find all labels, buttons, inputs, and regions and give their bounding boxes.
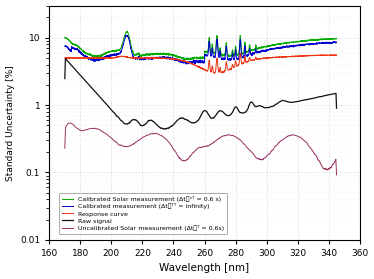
Calibrated Solar measurement (Δtᴯᵉᵀ = 0.6 s) — [195, 57, 199, 61]
X-axis label: Wavelength [nm]: Wavelength [nm] — [159, 263, 249, 273]
Calibrated measurement (Δtᴯᵀᵀ = infinity) — [277, 46, 281, 49]
Raw signal — [188, 120, 192, 123]
Response curve — [76, 56, 81, 60]
Uncalibrated Solar measurement (Δtᴯᵀ = 0.6s) — [68, 121, 72, 125]
Calibrated Solar measurement (Δtᴯᵉᵀ = 0.6 s) — [327, 37, 331, 41]
Raw signal — [63, 57, 68, 60]
Response curve — [187, 61, 192, 65]
Calibrated Solar measurement (Δtᴯᵉᵀ = 0.6 s) — [334, 37, 339, 40]
Uncalibrated Solar measurement (Δtᴯᵀ = 0.6s) — [195, 147, 199, 151]
Calibrated Solar measurement (Δtᴯᵉᵀ = 0.6 s) — [188, 58, 192, 61]
Line: Calibrated measurement (Δtᴯᵀᵀ = infinity): Calibrated measurement (Δtᴯᵀᵀ = infinity… — [65, 35, 337, 64]
Calibrated measurement (Δtᴯᵀᵀ = infinity) — [184, 62, 188, 66]
Calibrated Solar measurement (Δtᴯᵉᵀ = 0.6 s) — [327, 37, 331, 40]
Calibrated measurement (Δtᴯᵀᵀ = infinity) — [327, 40, 331, 44]
Calibrated measurement (Δtᴯᵀᵀ = infinity) — [76, 49, 81, 52]
Response curve — [212, 71, 217, 75]
Uncalibrated Solar measurement (Δtᴯᵀ = 0.6s) — [327, 167, 331, 171]
Raw signal — [195, 119, 199, 123]
Uncalibrated Solar measurement (Δtᴯᵀ = 0.6s) — [77, 128, 81, 131]
Raw signal — [277, 101, 281, 104]
Calibrated measurement (Δtᴯᵀᵀ = infinity) — [195, 60, 199, 64]
Uncalibrated Solar measurement (Δtᴯᵀ = 0.6s) — [188, 155, 192, 158]
Uncalibrated Solar measurement (Δtᴯᵀ = 0.6s) — [62, 146, 67, 150]
Raw signal — [162, 128, 166, 131]
Raw signal — [327, 93, 331, 97]
Response curve — [327, 54, 331, 57]
Raw signal — [77, 72, 81, 75]
Calibrated Solar measurement (Δtᴯᵉᵀ = 0.6 s) — [125, 30, 129, 33]
Uncalibrated Solar measurement (Δtᴯᵀ = 0.6s) — [327, 167, 331, 171]
Calibrated Solar measurement (Δtᴯᵉᵀ = 0.6 s) — [277, 43, 281, 46]
Calibrated measurement (Δtᴯᵀᵀ = infinity) — [62, 45, 67, 48]
Line: Uncalibrated Solar measurement (Δtᴯᵀ = 0.6s): Uncalibrated Solar measurement (Δtᴯᵀ = 0… — [65, 123, 337, 175]
Y-axis label: Standard Uncertainty [%]: Standard Uncertainty [%] — [6, 65, 15, 181]
Calibrated measurement (Δtᴯᵀᵀ = infinity) — [188, 61, 192, 64]
Line: Response curve: Response curve — [65, 53, 337, 73]
Calibrated measurement (Δtᴯᵀᵀ = infinity) — [327, 41, 331, 45]
Line: Calibrated Solar measurement (Δtᴯᵉᵀ = 0.6 s): Calibrated Solar measurement (Δtᴯᵉᵀ = 0.… — [65, 32, 337, 60]
Raw signal — [327, 93, 331, 97]
Response curve — [195, 64, 199, 68]
Calibrated measurement (Δtᴯᵀᵀ = infinity) — [334, 40, 339, 44]
Calibrated Solar measurement (Δtᴯᵉᵀ = 0.6 s) — [62, 36, 67, 39]
Uncalibrated Solar measurement (Δtᴯᵀ = 0.6s) — [334, 173, 339, 177]
Line: Raw signal: Raw signal — [65, 59, 337, 129]
Raw signal — [334, 107, 339, 110]
Response curve — [334, 53, 339, 57]
Calibrated Solar measurement (Δtᴯᵉᵀ = 0.6 s) — [183, 58, 188, 62]
Response curve — [62, 56, 67, 60]
Calibrated measurement (Δtᴯᵀᵀ = infinity) — [124, 33, 129, 37]
Response curve — [238, 52, 242, 55]
Calibrated Solar measurement (Δtᴯᵉᵀ = 0.6 s) — [76, 45, 81, 49]
Response curve — [327, 54, 331, 57]
Raw signal — [62, 77, 67, 80]
Uncalibrated Solar measurement (Δtᴯᵀ = 0.6s) — [277, 141, 281, 144]
Response curve — [277, 55, 281, 59]
Legend: Calibrated Solar measurement (Δtᴯᵉᵀ = 0.6 s), Calibrated measurement (Δtᴯᵀᵀ = in: Calibrated Solar measurement (Δtᴯᵉᵀ = 0.… — [59, 193, 227, 234]
